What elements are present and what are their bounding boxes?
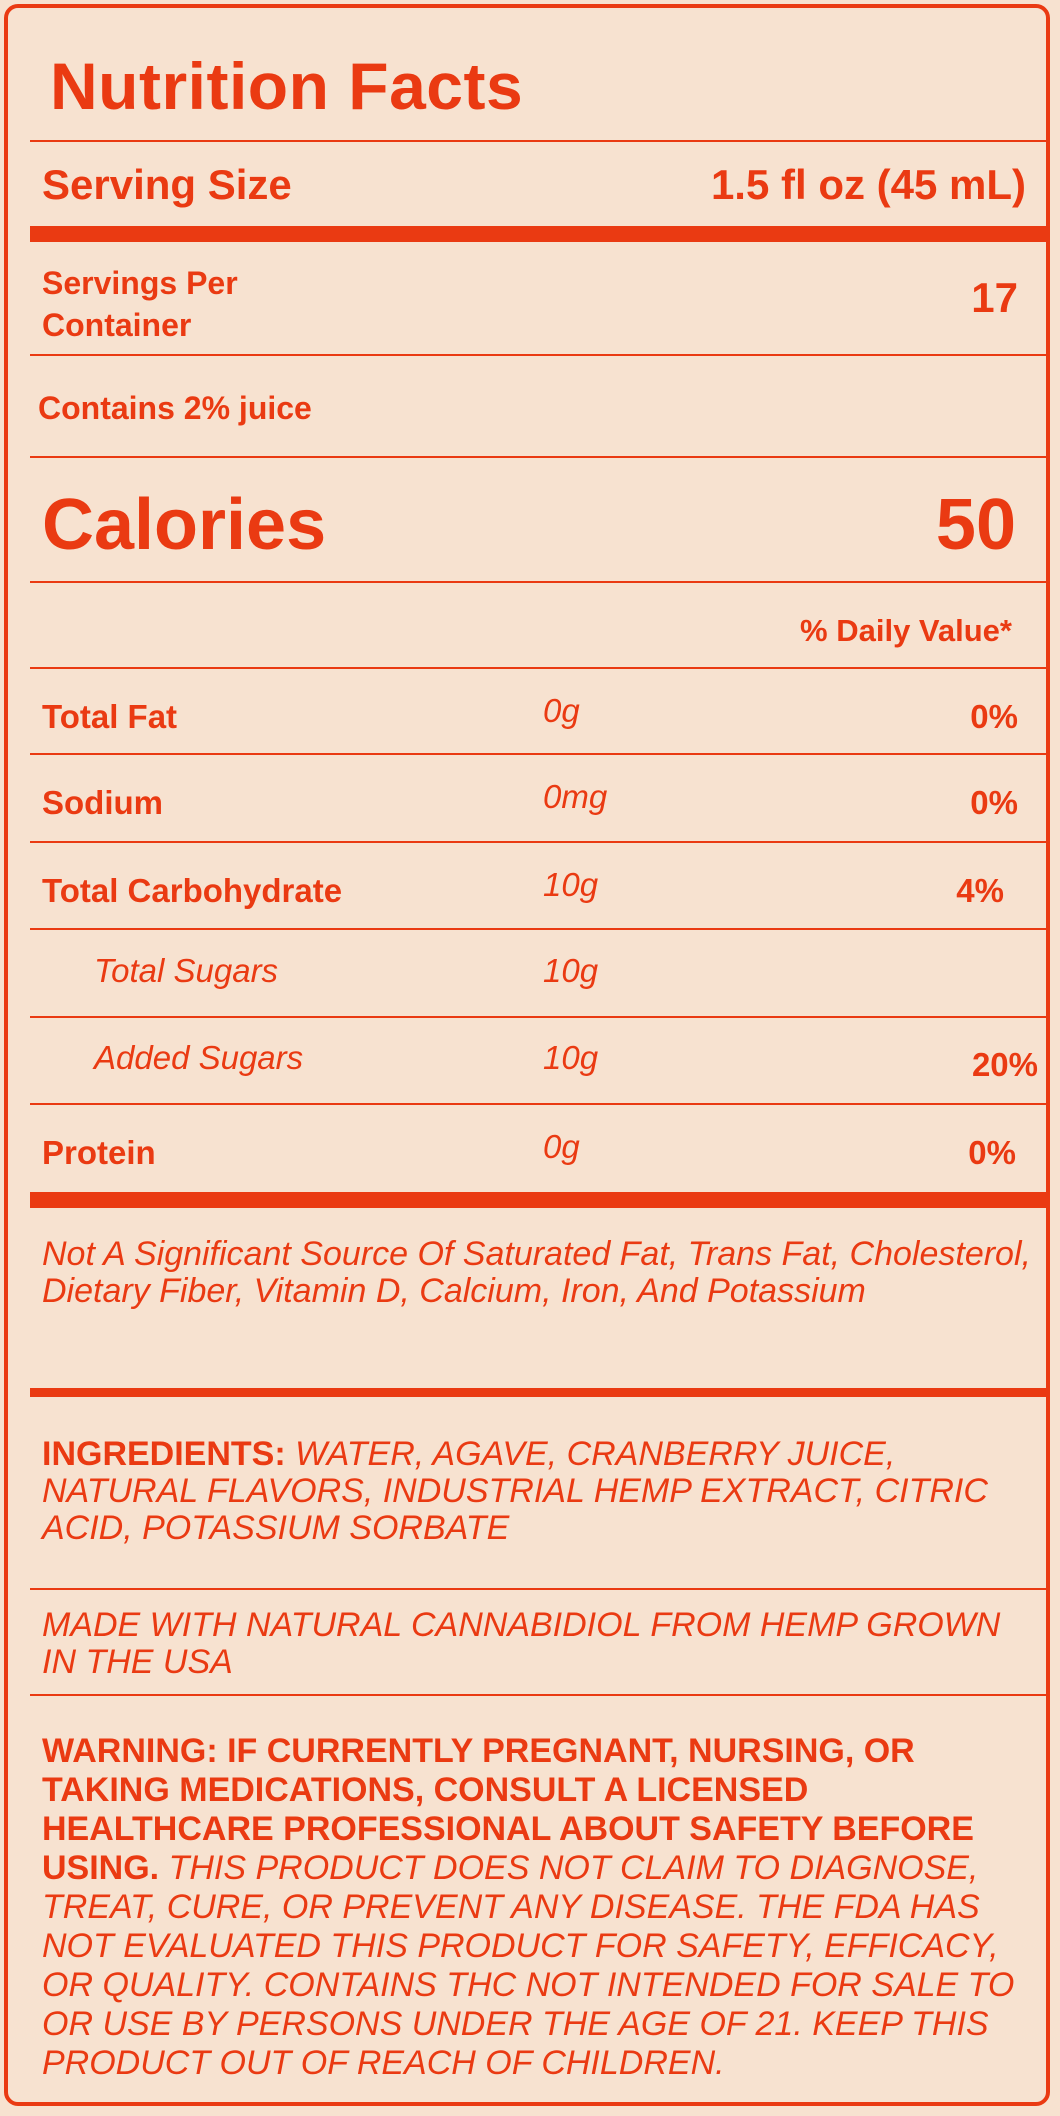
thick-divider [30, 1192, 1048, 1208]
nutrient-amount: 10g [543, 866, 599, 903]
nutrient-daily-value: 0% [968, 1134, 1016, 1171]
divider [30, 456, 1048, 458]
nutrient-sub-name: Added Sugars [94, 1039, 304, 1076]
servings-per-container-label: Servings Per Container [42, 265, 238, 343]
divider [30, 581, 1048, 583]
divider [30, 841, 1048, 843]
calories-label: Calories [42, 485, 327, 565]
divider [30, 753, 1048, 755]
nutrient-name: Protein [42, 1134, 156, 1171]
divider [30, 1694, 1048, 1696]
divider [30, 1103, 1048, 1105]
not-significant-note: Not A Significant Source Of Saturated Fa… [42, 1235, 1031, 1310]
nutrition-label: Nutrition Facts Serving Size 1.5 fl oz (… [4, 4, 1050, 2106]
thick-divider [30, 226, 1048, 242]
warning-italic: THIS PRODUCT DOES NOT CLAIM TO DIAGNOSE,… [42, 1849, 1015, 2082]
divider [30, 1016, 1048, 1018]
nutrient-amount: 10g [543, 952, 599, 989]
warning-bold: WARNING: IF CURRENTLY PREGNANT, NURSING,… [42, 1732, 974, 1887]
nutrient-sub-name: Total Sugars [94, 952, 279, 989]
nutrient-daily-value: 0% [970, 784, 1018, 821]
divider [30, 140, 1048, 142]
nutrient-daily-value: 0% [970, 698, 1018, 735]
divider [30, 354, 1048, 356]
nutrient-name: Total Fat [42, 698, 178, 735]
made-with-note: MADE WITH NATURAL CANNABIDIOL FROM HEMP … [42, 1606, 1001, 1681]
servings-per-container-value: 17 [971, 274, 1018, 321]
nutrient-name: Sodium [42, 784, 163, 821]
nutrient-amount: 0g [543, 1128, 580, 1165]
nutrient-daily-value: 20% [971, 1046, 1038, 1083]
ingredients-text: WATER, AGAVE, CRANBERRY JUICE, NATURAL F… [42, 1435, 988, 1547]
ingredients-label: INGREDIENTS: [42, 1435, 286, 1473]
label-title: Nutrition Facts [50, 49, 524, 123]
nutrient-amount: 0g [543, 692, 580, 729]
serving-size-value: 1.5 fl oz (45 mL) [710, 161, 1026, 208]
mid-divider [30, 1388, 1048, 1397]
divider [30, 928, 1048, 930]
nutrient-daily-value: 4% [956, 872, 1004, 909]
daily-value-header: % Daily Value* [800, 613, 1012, 648]
ingredients-block: INGREDIENTS: WATER, AGAVE, CRANBERRY JUI… [42, 1436, 1042, 1547]
serving-size-label: Serving Size [42, 161, 292, 208]
nutrient-amount: 10g [543, 1039, 599, 1076]
divider [30, 667, 1048, 669]
divider [30, 1588, 1048, 1590]
juice-note: Contains 2% juice [38, 390, 312, 426]
nutrient-name: Total Carbohydrate [42, 872, 343, 909]
warning-block: WARNING: IF CURRENTLY PREGNANT, NURSING,… [42, 1732, 1042, 2083]
nutrient-amount: 0mg [543, 778, 608, 815]
calories-value: 50 [935, 485, 1016, 565]
